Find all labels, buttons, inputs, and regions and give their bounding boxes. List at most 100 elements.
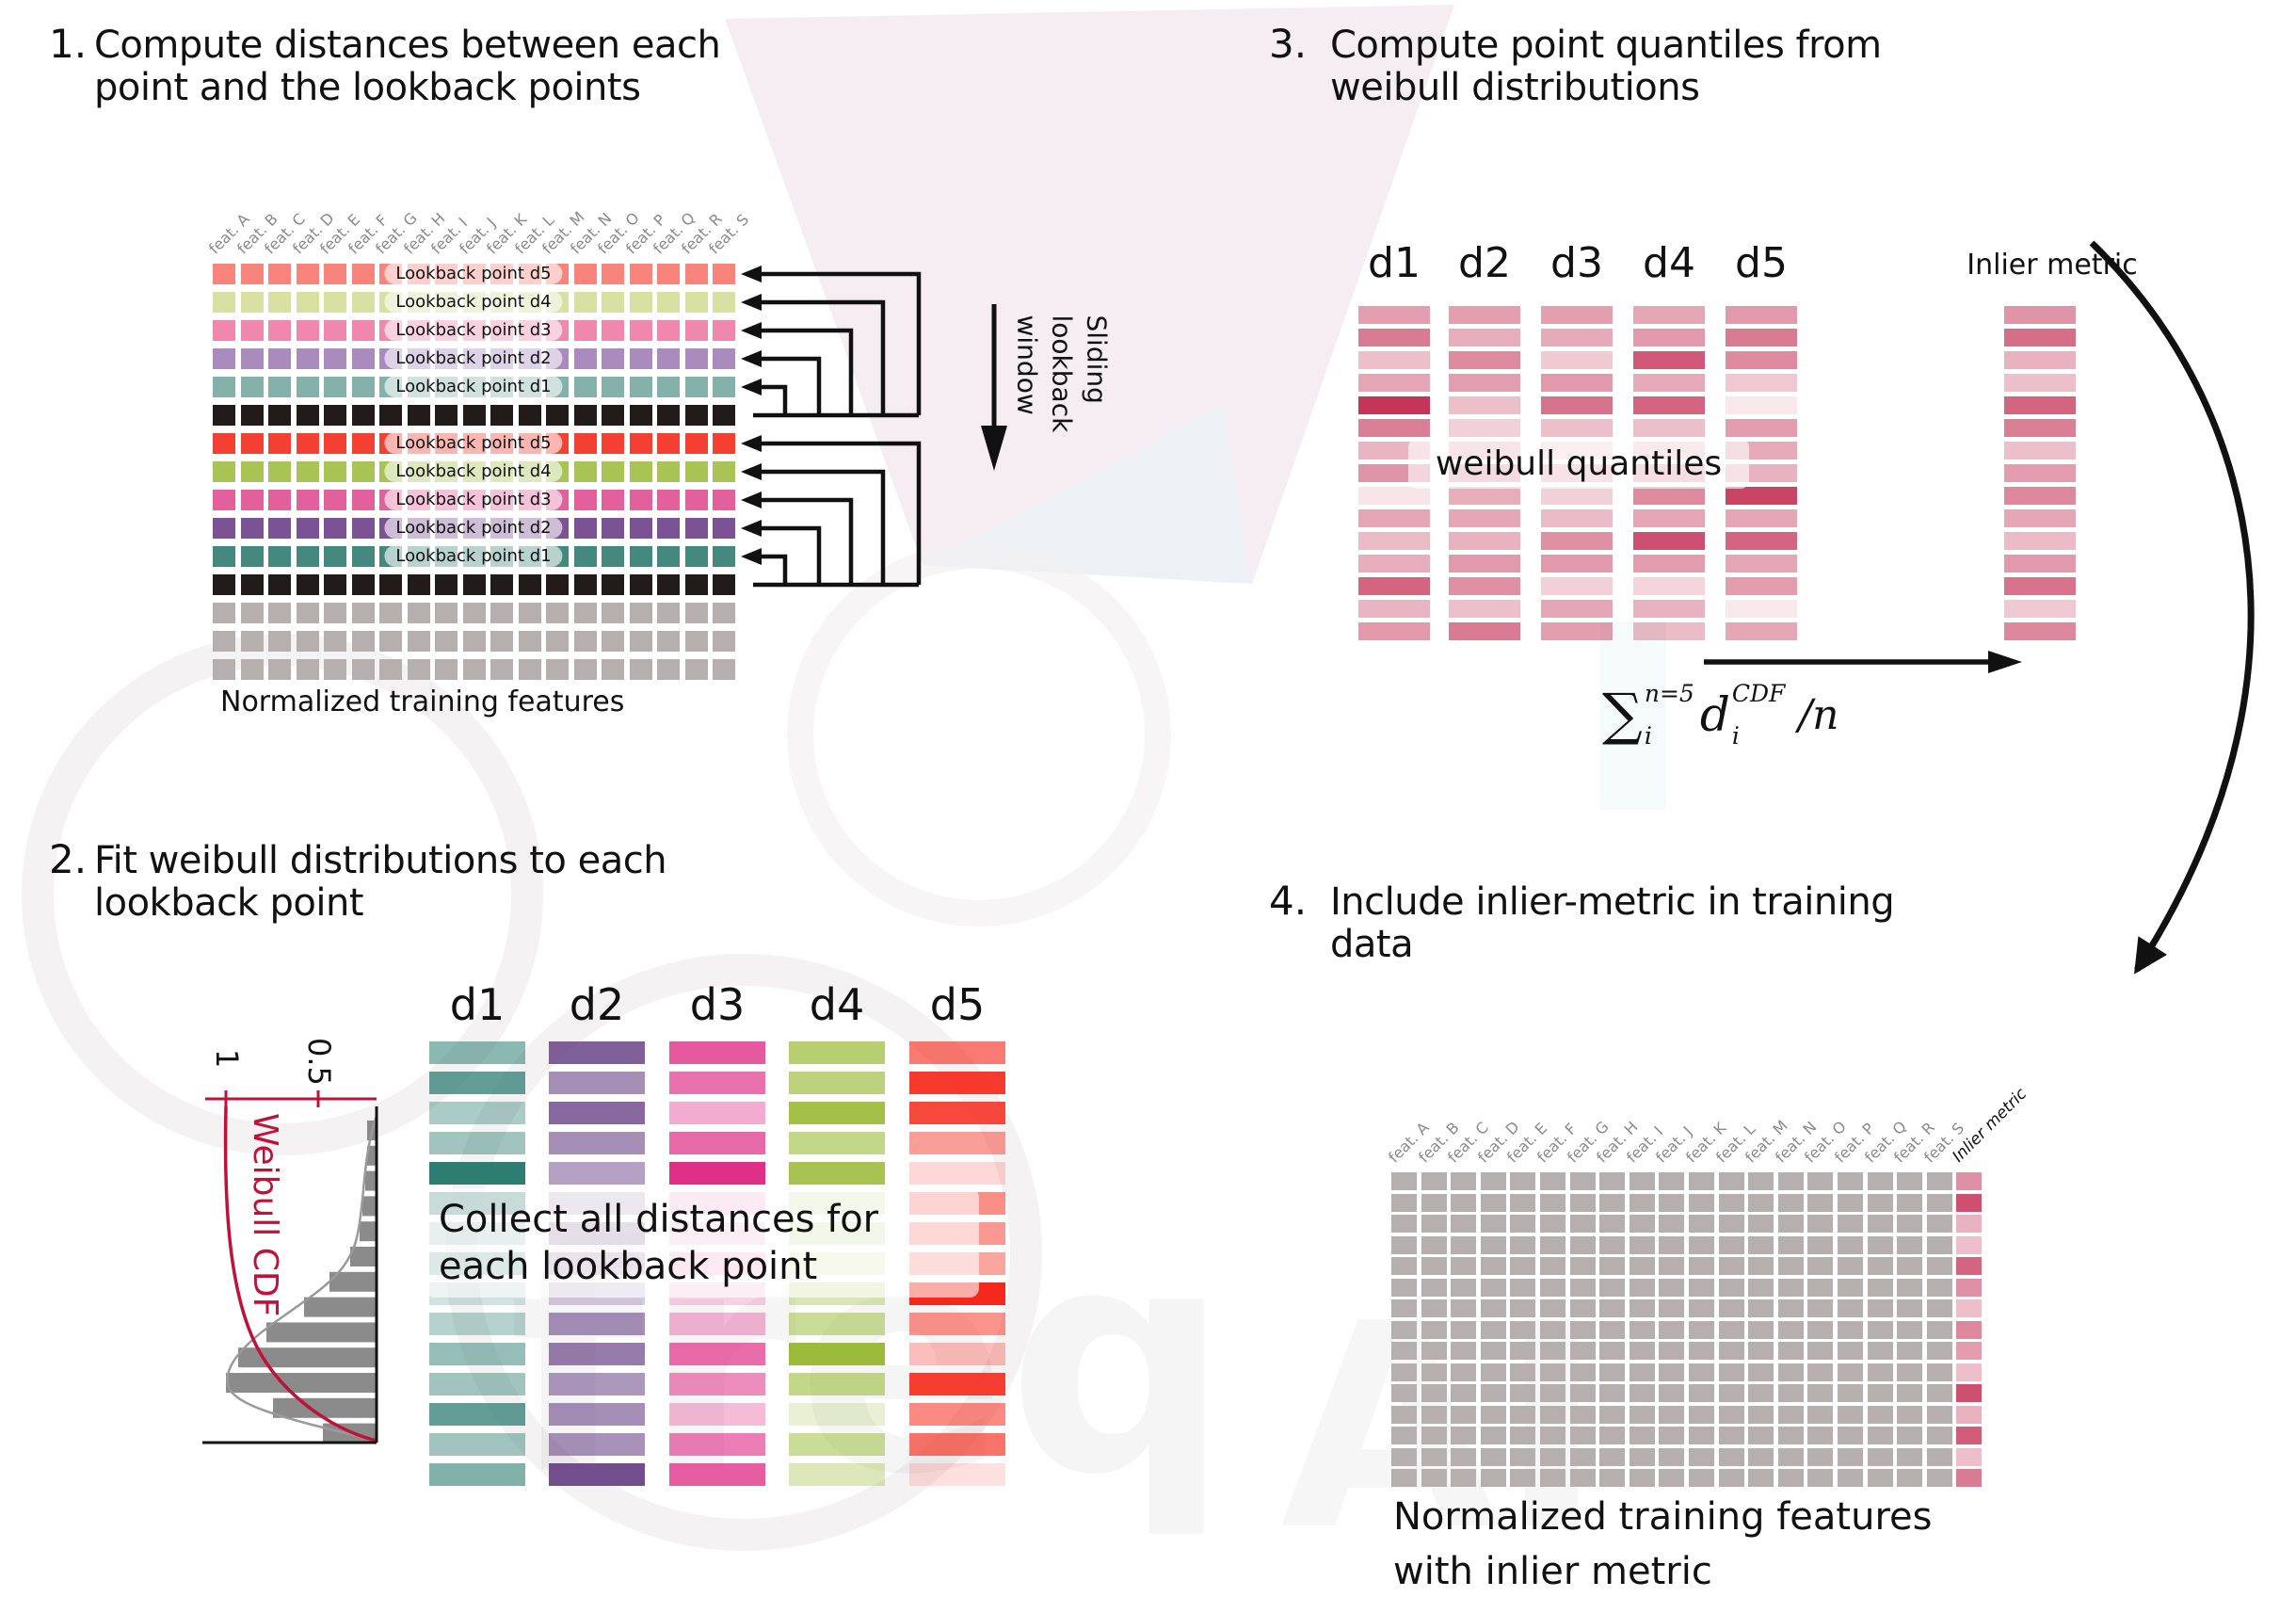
grid-cell	[1926, 1299, 1952, 1317]
quantile-bar	[1449, 351, 1520, 369]
grid-cell	[602, 659, 624, 680]
grid-cell	[213, 320, 235, 341]
inlier-metric-cell	[1956, 1278, 1983, 1297]
grid-cell	[1897, 1363, 1923, 1381]
grid-cell	[1807, 1172, 1834, 1190]
histogram-bar	[304, 1297, 377, 1317]
grid-cell	[1451, 1299, 1477, 1317]
grid-cell	[462, 659, 486, 680]
grid-cell	[490, 659, 513, 680]
grid-cell	[684, 292, 708, 313]
grid-cell	[1689, 1278, 1714, 1297]
distance-bar	[429, 1403, 525, 1426]
grid-cell	[573, 631, 597, 652]
grid-cell	[296, 348, 319, 369]
grid-cell	[1451, 1427, 1477, 1444]
grid-cell	[1599, 1427, 1626, 1444]
grid-cell	[1838, 1320, 1863, 1339]
grid-cell	[1926, 1363, 1952, 1381]
quantile-bar	[1358, 374, 1430, 392]
grid-cell	[573, 490, 597, 510]
distance-bar	[429, 1433, 525, 1456]
grid-cell	[1838, 1363, 1863, 1381]
grid-cell	[1926, 1384, 1952, 1402]
grid-cell	[1510, 1384, 1536, 1402]
inlier-metric-header: Inlier metric	[1967, 249, 2138, 282]
grid-cell	[1748, 1342, 1774, 1360]
quantile-bar	[1633, 509, 1705, 527]
grid-cell	[1510, 1193, 1536, 1212]
grid-cell	[1926, 1172, 1952, 1190]
grid-cell	[1540, 1257, 1565, 1275]
grid-cell	[1867, 1278, 1893, 1297]
grid-cell	[713, 518, 735, 539]
grid-cell	[1807, 1320, 1834, 1339]
weibull-quantiles-note: weibull quantiles	[1408, 439, 1749, 489]
grid-cell	[240, 292, 264, 313]
grid-cell	[1480, 1299, 1506, 1317]
grid-cell	[602, 264, 624, 284]
grid-cell	[1659, 1363, 1685, 1381]
grid-cell	[573, 574, 597, 595]
grid-cell	[713, 320, 735, 341]
grid-cell	[240, 320, 264, 341]
quantile-bar	[1449, 577, 1520, 595]
grid-cell	[240, 518, 264, 539]
quantile-bar	[1541, 419, 1613, 437]
grid-cell	[1421, 1235, 1447, 1254]
quantile-bar	[1726, 351, 1797, 369]
lookback-point-label: Lookback point d5	[384, 432, 563, 454]
grid-cell	[657, 433, 680, 454]
grid-cell	[1540, 1384, 1565, 1402]
quantile-bar	[1633, 577, 1705, 595]
grid-cell	[268, 631, 291, 652]
grid-cell	[1897, 1215, 1923, 1233]
grid-cell	[602, 377, 624, 397]
grid-cell	[1659, 1235, 1685, 1254]
grid-cell	[1689, 1384, 1714, 1402]
distance-bar	[549, 1162, 645, 1185]
grid-cell	[657, 546, 680, 567]
grid-cell	[1748, 1299, 1774, 1317]
grid-cell	[1629, 1363, 1655, 1381]
grid-cell	[324, 264, 346, 284]
inlier-metric-cell	[1956, 1447, 1983, 1466]
grid-cell	[1867, 1215, 1893, 1233]
grid-cell	[602, 603, 624, 623]
grid-cell	[1867, 1405, 1893, 1424]
inlier-metric-bar	[2004, 396, 2076, 414]
quantile-bar	[1358, 622, 1430, 640]
distance-bar	[669, 1433, 765, 1456]
grid-cell	[1807, 1447, 1834, 1466]
grid-cell	[1838, 1447, 1863, 1466]
grid-cell	[1748, 1215, 1774, 1233]
grid-cell	[268, 461, 291, 482]
grid-cell	[629, 433, 652, 454]
grid-cell	[240, 264, 264, 284]
weibull-tick-1: 1	[209, 1049, 245, 1068]
quantile-bar	[1633, 532, 1705, 550]
grid-cell	[1391, 1299, 1417, 1317]
grid-cell	[1421, 1320, 1447, 1339]
grid-cell	[462, 631, 486, 652]
grid-cell	[1629, 1299, 1655, 1317]
grid-cell	[407, 603, 430, 623]
variable-subscript: i	[1731, 722, 1740, 750]
distance-bar	[429, 1373, 525, 1395]
grid-cell	[1391, 1447, 1417, 1466]
grid-cell	[573, 377, 597, 397]
grid-cell	[629, 264, 652, 284]
grid-cell	[1748, 1405, 1774, 1424]
grid-cell	[1421, 1278, 1447, 1297]
grid-cell	[490, 631, 513, 652]
grid-cell	[1718, 1257, 1744, 1275]
grid-cell	[296, 518, 319, 539]
grid-cell	[1451, 1363, 1477, 1381]
grid-cell	[240, 603, 264, 623]
step2-number: 2.	[49, 836, 88, 882]
grid-cell	[1480, 1172, 1506, 1190]
grid-cell	[1838, 1235, 1863, 1254]
grid-cell	[629, 490, 652, 510]
distance-bar	[669, 1313, 765, 1335]
grid-cell	[324, 348, 346, 369]
